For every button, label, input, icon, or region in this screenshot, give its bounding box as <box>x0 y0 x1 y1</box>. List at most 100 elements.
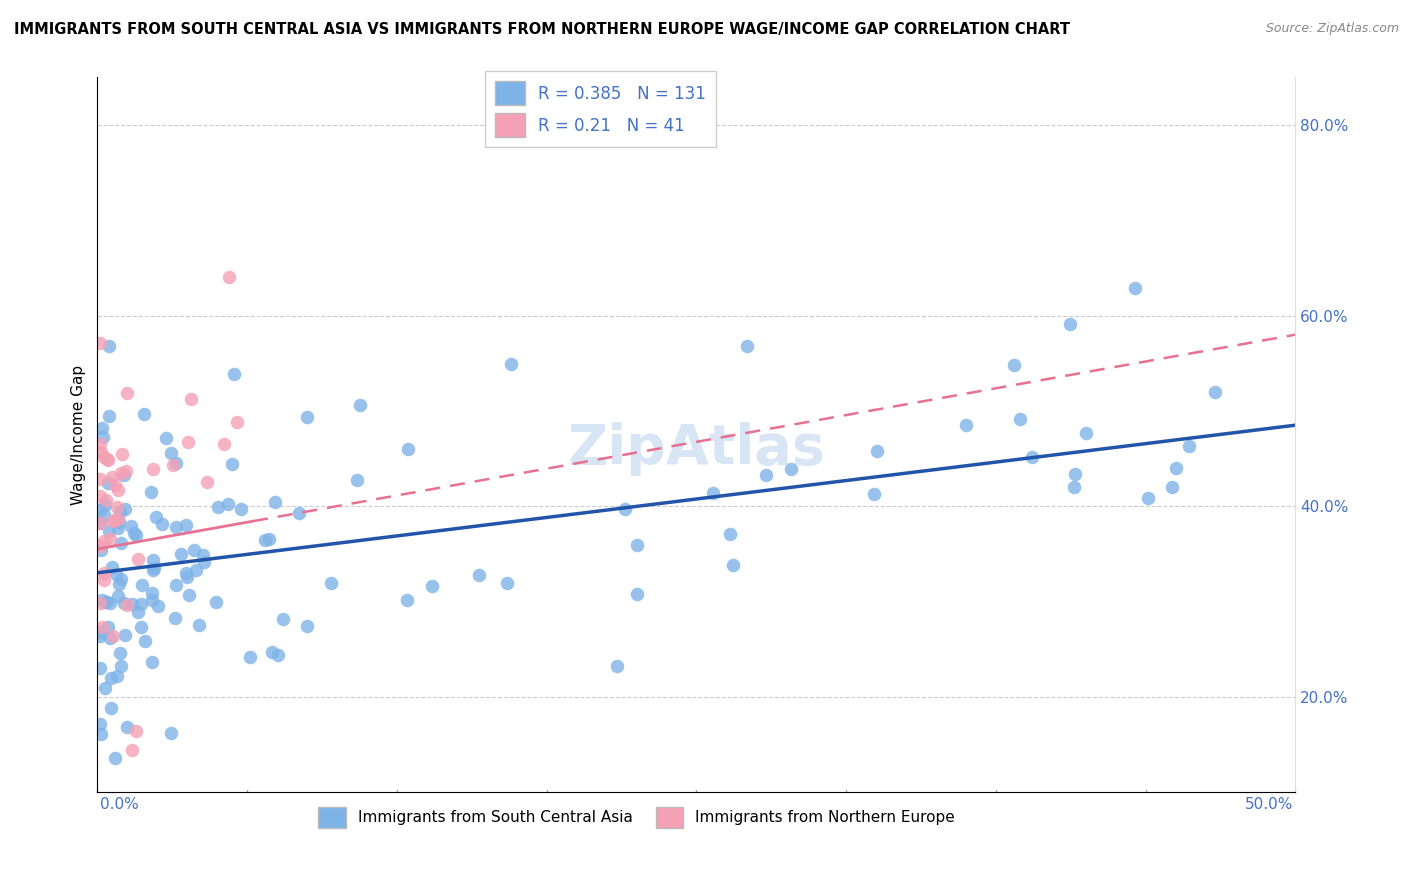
Point <box>141 655 163 669</box>
Point <box>98 339 121 353</box>
Point <box>122 525 145 540</box>
Point <box>142 462 165 476</box>
Point <box>121 597 143 611</box>
Y-axis label: Wage/Income Gap: Wage/Income Gap <box>72 365 86 505</box>
Point <box>107 512 129 526</box>
Point <box>89 489 111 503</box>
Point <box>626 538 648 552</box>
Legend: Immigrants from South Central Asia, Immigrants from Northern Europe: Immigrants from South Central Asia, Immi… <box>312 800 962 834</box>
Point <box>205 595 228 609</box>
Point <box>98 532 121 546</box>
Point <box>346 473 368 487</box>
Point <box>91 430 114 444</box>
Point <box>107 521 129 535</box>
Point <box>97 453 120 467</box>
Point <box>89 336 111 351</box>
Point <box>1063 467 1085 482</box>
Point <box>89 516 111 531</box>
Point <box>1123 281 1146 295</box>
Point <box>174 518 197 533</box>
Point <box>176 435 198 450</box>
Point <box>396 593 419 607</box>
Point <box>96 594 118 608</box>
Point <box>165 457 187 471</box>
Point <box>862 486 884 500</box>
Point <box>96 595 118 609</box>
Point <box>955 418 977 433</box>
Point <box>89 717 111 731</box>
Point <box>297 619 319 633</box>
Point <box>115 464 138 478</box>
Point <box>1204 385 1226 400</box>
Point <box>349 398 371 412</box>
Point <box>90 619 112 633</box>
Point <box>105 669 128 683</box>
Text: Source: ZipAtlas.com: Source: ZipAtlas.com <box>1265 22 1399 36</box>
Point <box>100 701 122 715</box>
Point <box>1076 425 1098 440</box>
Point <box>134 407 156 421</box>
Point <box>142 563 165 577</box>
Point <box>1002 358 1025 372</box>
Point <box>755 468 778 483</box>
Point <box>108 505 131 519</box>
Point <box>266 648 288 663</box>
Point <box>239 649 262 664</box>
Point <box>131 578 153 592</box>
Point <box>1164 461 1187 475</box>
Point <box>170 547 193 561</box>
Point <box>142 553 165 567</box>
Text: IMMIGRANTS FROM SOUTH CENTRAL ASIA VS IMMIGRANTS FROM NORTHERN EUROPE WAGE/INCOM: IMMIGRANTS FROM SOUTH CENTRAL ASIA VS IM… <box>14 22 1070 37</box>
Point <box>93 450 115 464</box>
Point <box>264 495 287 509</box>
Point <box>110 535 132 549</box>
Point <box>271 611 294 625</box>
Point <box>295 409 318 424</box>
Point <box>89 629 111 643</box>
Point <box>1010 412 1032 426</box>
Point <box>100 631 122 645</box>
Point <box>195 475 218 490</box>
Text: 50.0%: 50.0% <box>1244 797 1294 812</box>
Point <box>111 447 134 461</box>
Point <box>626 587 648 601</box>
Point <box>259 532 281 546</box>
Point <box>221 457 243 471</box>
Point <box>105 500 128 514</box>
Point <box>718 527 741 541</box>
Point <box>160 446 183 460</box>
Point <box>114 628 136 642</box>
Point <box>134 634 156 648</box>
Point <box>89 436 111 450</box>
Point <box>165 578 187 592</box>
Point <box>104 751 127 765</box>
Point <box>107 589 129 603</box>
Point <box>96 451 118 466</box>
Text: 0.0%: 0.0% <box>100 797 139 812</box>
Point <box>1160 480 1182 494</box>
Point <box>108 646 131 660</box>
Point <box>115 598 138 612</box>
Point <box>112 596 135 610</box>
Point <box>100 671 122 685</box>
Point <box>183 542 205 557</box>
Point <box>127 552 149 566</box>
Point <box>165 520 187 534</box>
Point <box>143 561 166 575</box>
Point <box>1059 317 1081 331</box>
Point <box>91 592 114 607</box>
Point <box>101 514 124 528</box>
Point <box>127 605 149 619</box>
Point <box>93 534 115 549</box>
Point <box>155 431 177 445</box>
Point <box>129 620 152 634</box>
Point <box>1178 439 1201 453</box>
Point <box>160 726 183 740</box>
Point <box>110 572 132 586</box>
Point <box>180 392 202 407</box>
Point <box>93 573 115 587</box>
Point <box>91 421 114 435</box>
Point <box>89 516 111 531</box>
Point <box>1063 480 1085 494</box>
Point <box>614 501 637 516</box>
